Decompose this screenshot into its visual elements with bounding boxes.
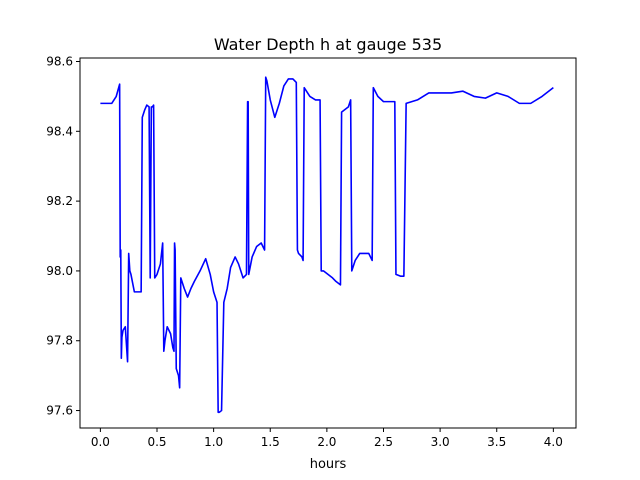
y-tick-label: 97.6 [46,404,73,418]
series-line-0 [100,76,554,414]
x-tick-label: 2.0 [317,435,336,449]
x-axis-label: hours [310,457,347,472]
chart-title: Water Depth h at gauge 535 [214,35,442,54]
plot-area [100,76,554,414]
x-tick-label: 2.5 [374,435,393,449]
x-tick-label: 1.5 [261,435,280,449]
y-tick-label: 98.4 [46,124,73,138]
axis-ticks: 0.0 0.5 1.0 1.5 2.0 2.5 3.0 3.5 4.0 97.6 97.8 98.0 9… [46,54,563,449]
y-tick-label: 98.0 [46,264,73,278]
x-tick-label: 0.0 [91,435,110,449]
x-tick-label: 3.0 [431,435,450,449]
x-tick-label: 0.5 [147,435,166,449]
x-tick-label: 3.5 [487,435,506,449]
x-tick-label: 1.0 [204,435,223,449]
axes-frame [79,57,577,429]
y-tick-label: 98.6 [46,54,73,68]
x-tick-label: 4.0 [544,435,563,449]
y-tick-label: 97.8 [46,334,73,348]
y-tick-label: 98.2 [46,194,73,208]
